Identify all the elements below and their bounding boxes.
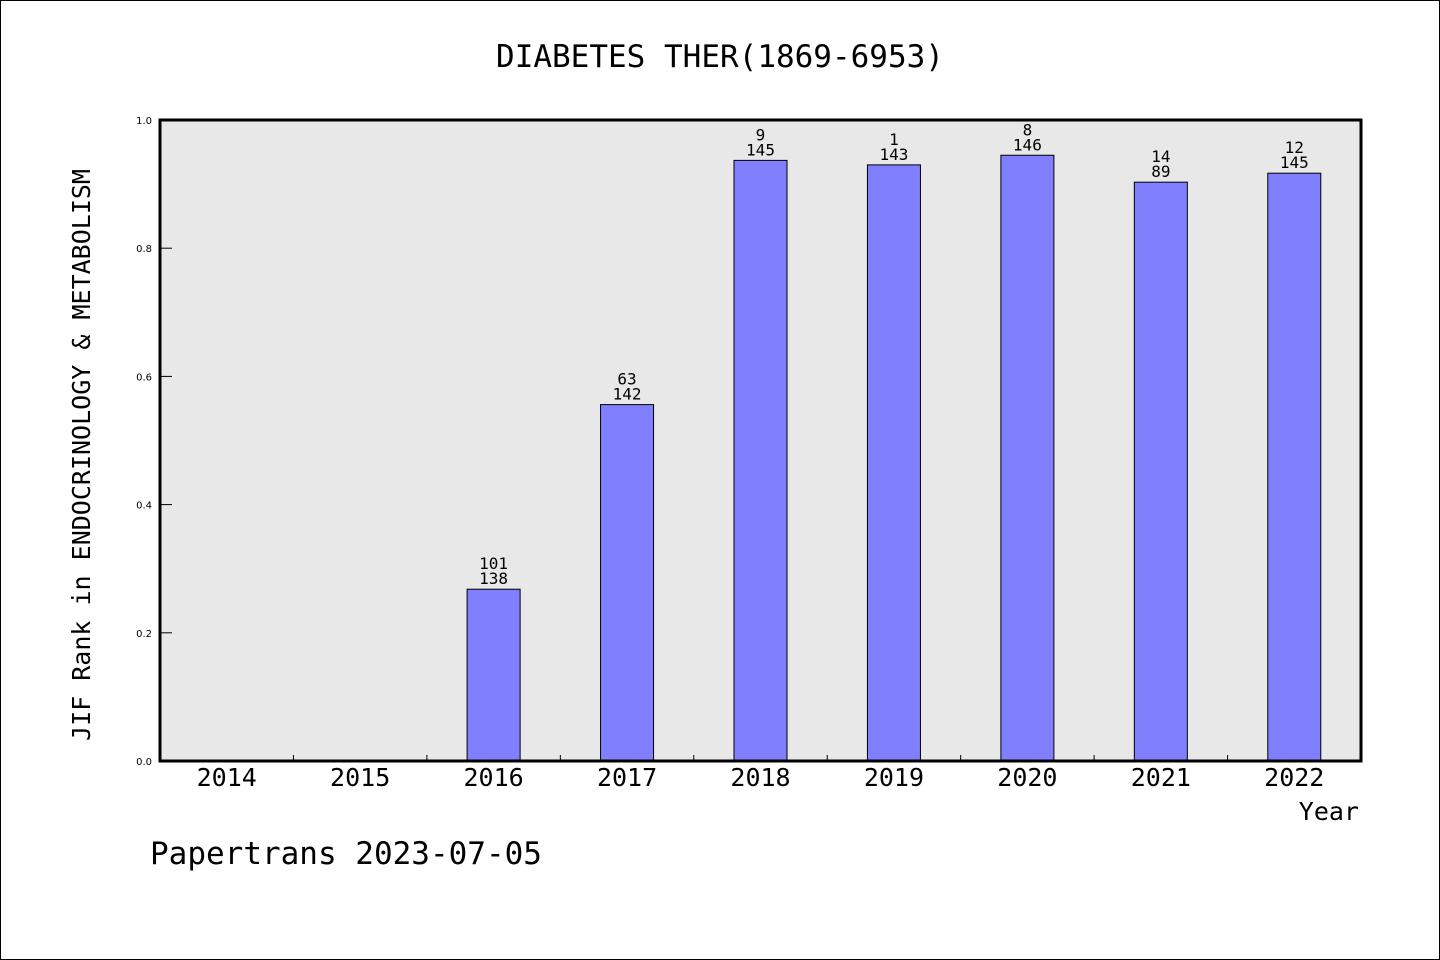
y-tick-label: 0.8 — [136, 244, 152, 255]
bar-total-label: 145 — [746, 140, 775, 159]
bar-2018 — [733, 159, 788, 762]
bar-rank-label: 101 — [479, 554, 508, 573]
x-tick-label: 2015 — [330, 763, 390, 792]
y-axis-label: JIF Rank in ENDOCRINOLOGY & METABOLISM — [67, 169, 96, 741]
x-tick-label: 2017 — [597, 763, 657, 792]
y-tick-label: 0.4 — [136, 501, 152, 512]
bar-total-label: 89 — [1151, 162, 1170, 181]
x-tick-label: 2022 — [1264, 763, 1324, 792]
x-tick-label: 2014 — [197, 763, 257, 792]
x-tick-label: 2018 — [730, 763, 790, 792]
bar-total-label: 143 — [879, 145, 908, 164]
x-axis-label: Year — [1299, 797, 1359, 826]
x-tick-label: 2016 — [464, 763, 524, 792]
y-tick-label: 0.0 — [136, 757, 152, 768]
x-tick-label: 2019 — [864, 763, 924, 792]
bar-2021 — [1133, 181, 1188, 762]
bar-2016 — [466, 588, 521, 762]
bar-rank-label: 12 — [1285, 138, 1304, 157]
x-tick-label: 2021 — [1131, 763, 1191, 792]
y-tick-label: 1.0 — [136, 116, 152, 127]
bar-total-label: 142 — [613, 385, 642, 404]
bars — [466, 154, 1322, 762]
x-axis: 2014 2015 2016 2017 2018 2019 2020 2021 2022 — [197, 755, 1324, 792]
bar-rank-label: 63 — [617, 370, 636, 389]
bar-2020 — [1000, 154, 1055, 762]
bar-2019 — [866, 164, 921, 762]
bar-rank-label: 14 — [1151, 147, 1170, 166]
bar-rank-label: 8 — [1023, 120, 1033, 139]
bar-total-label: 138 — [479, 569, 508, 588]
y-tick-label: 0.2 — [136, 629, 152, 640]
bar-rank-label: 9 — [756, 125, 766, 144]
y-tick-label: 0.6 — [136, 372, 152, 383]
bar-total-label: 146 — [1013, 135, 1042, 154]
x-tick-label: 2020 — [997, 763, 1057, 792]
bar-2017 — [600, 404, 655, 762]
bar-rank-label: 1 — [889, 130, 899, 149]
chart-title: DIABETES THER(1869-6953) — [496, 39, 944, 75]
plot-frame — [158, 118, 1363, 763]
bar-total-label: 145 — [1280, 153, 1309, 172]
footer-credit: Papertrans 2023-07-05 — [150, 836, 542, 872]
bar-2022 — [1267, 172, 1322, 762]
